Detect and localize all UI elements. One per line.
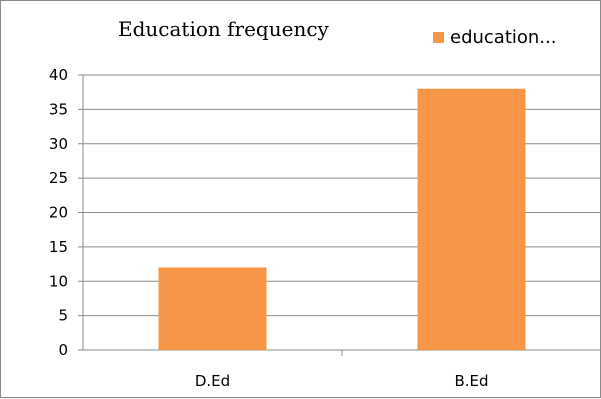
y-tick-label: 30 bbox=[49, 135, 68, 153]
x-tick-label: D.Ed bbox=[195, 372, 230, 390]
y-tick-label: 5 bbox=[58, 307, 68, 325]
chart-title: Education frequency bbox=[118, 17, 329, 41]
legend: education... bbox=[433, 27, 556, 48]
y-tick-label: 40 bbox=[49, 66, 68, 84]
bar bbox=[417, 88, 526, 350]
y-tick-label: 35 bbox=[49, 100, 68, 118]
bar bbox=[158, 267, 267, 350]
y-tick-label: 15 bbox=[49, 238, 68, 256]
legend-swatch bbox=[433, 32, 444, 43]
y-tick-label: 25 bbox=[49, 169, 68, 187]
y-tick-label: 10 bbox=[49, 272, 68, 290]
legend-label: education... bbox=[450, 27, 557, 48]
y-tick-label: 20 bbox=[49, 204, 68, 222]
x-tick-label: B.Ed bbox=[454, 372, 488, 390]
y-tick-label: 0 bbox=[58, 341, 68, 359]
